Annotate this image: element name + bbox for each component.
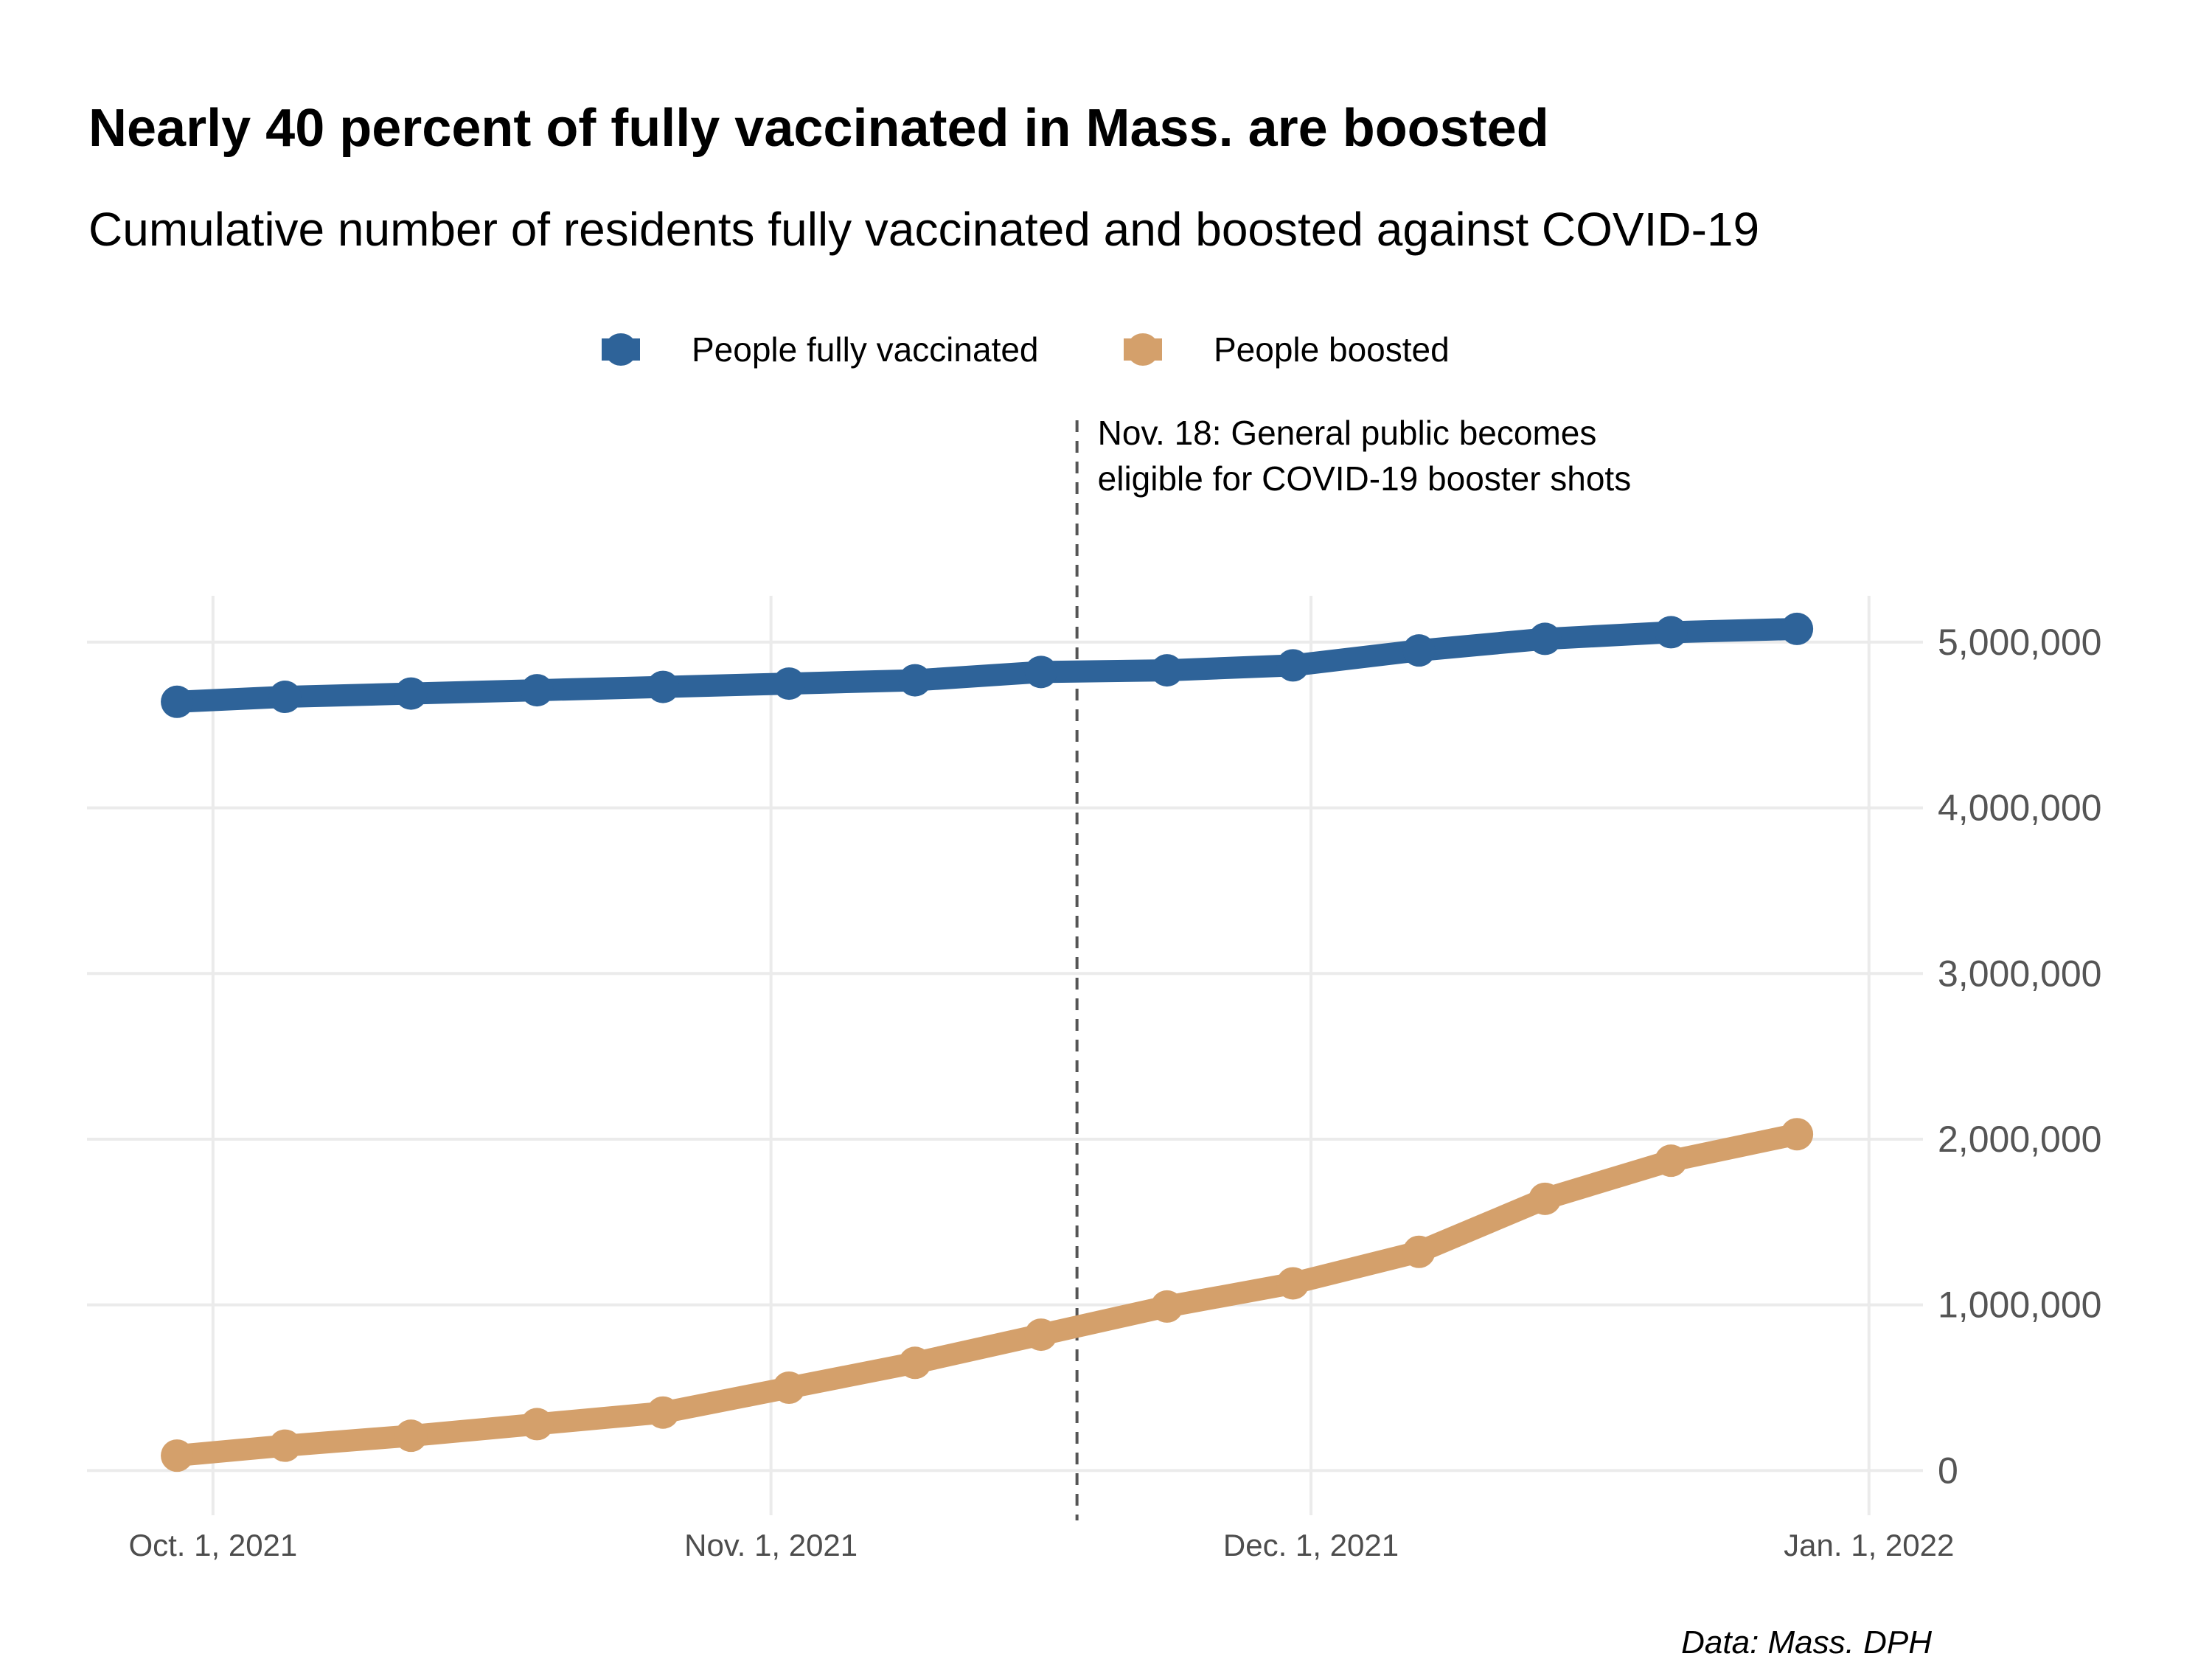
data-point-0 — [521, 674, 554, 707]
legend-key-point — [1127, 333, 1159, 366]
data-point-0 — [647, 670, 680, 703]
y-tick-label: 2,000,000 — [1938, 1119, 2101, 1160]
legend-label: People fully vaccinated — [692, 330, 1039, 369]
data-point-1 — [1655, 1144, 1688, 1178]
chart-subtitle: Cumulative number of residents fully vac… — [88, 203, 1759, 256]
data-point-0 — [898, 664, 931, 697]
data-point-0 — [1781, 612, 1814, 645]
annotation-text: Nov. 18: General public becomes — [1098, 414, 1597, 452]
y-tick-label: 5,000,000 — [1938, 622, 2101, 663]
data-point-1 — [1528, 1182, 1562, 1215]
series-line-0 — [166, 617, 1809, 713]
y-tick-label: 1,000,000 — [1938, 1284, 2101, 1326]
grid-layer — [87, 596, 1923, 1515]
chart-title: Nearly 40 percent of fully vaccinated in… — [88, 99, 1549, 158]
data-point-1 — [161, 1439, 194, 1472]
data-point-0 — [268, 681, 302, 714]
y-tick-label: 0 — [1938, 1450, 1958, 1491]
data-point-1 — [1276, 1267, 1310, 1300]
legend: People fully vaccinated People boosted — [602, 330, 1450, 369]
legend-key-point — [605, 333, 637, 366]
series-line-1 — [166, 1123, 1809, 1467]
data-point-0 — [394, 677, 428, 710]
data-point-1 — [1402, 1235, 1436, 1268]
data-point-0 — [1528, 622, 1562, 656]
y-tick-label: 3,000,000 — [1938, 953, 2101, 994]
data-point-1 — [1150, 1290, 1183, 1323]
x-tick-label: Jan. 1, 2022 — [1784, 1528, 1954, 1562]
tick-layer: 0 1,000,000 2,000,000 3,000,000 4,000,000 5,0… — [128, 622, 2101, 1562]
data-point-0 — [1402, 634, 1436, 667]
data-point-0 — [1276, 649, 1310, 682]
data-point-1 — [898, 1346, 931, 1380]
legend-label: People boosted — [1214, 330, 1450, 369]
data-point-1 — [1024, 1318, 1057, 1352]
x-tick-label: Dec. 1, 2021 — [1223, 1528, 1399, 1562]
data-point-1 — [521, 1408, 554, 1441]
data-point-0 — [1024, 656, 1057, 689]
data-point-0 — [161, 685, 194, 718]
x-tick-label: Nov. 1, 2021 — [684, 1528, 858, 1562]
x-tick-label: Oct. 1, 2021 — [128, 1528, 297, 1562]
annotation-layer: Nov. 18: General public becomes eligible … — [1075, 414, 1632, 1520]
series-layer — [161, 612, 1814, 1472]
chart-caption: Data: Mass. DPH — [1681, 1624, 1932, 1661]
data-point-1 — [773, 1371, 806, 1404]
data-point-1 — [268, 1429, 302, 1462]
data-point-0 — [1150, 654, 1183, 687]
data-point-1 — [647, 1396, 680, 1429]
data-point-1 — [1781, 1118, 1814, 1151]
annotation-text: eligible for COVID-19 booster shots — [1098, 459, 1632, 498]
data-point-1 — [394, 1419, 428, 1453]
data-point-0 — [1655, 616, 1688, 649]
y-tick-label: 4,000,000 — [1938, 787, 2101, 829]
data-point-0 — [773, 667, 806, 700]
